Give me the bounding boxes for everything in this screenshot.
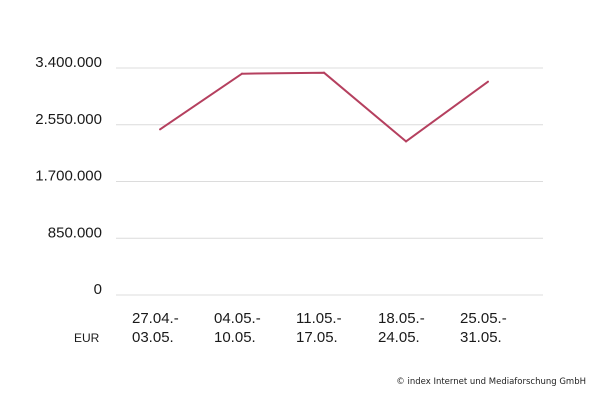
- y-axis-tick-labels: 0 850.000 1.700.000 2.550.000 3.400.000: [35, 54, 102, 298]
- y-tick-label: 2.550.000: [35, 111, 102, 128]
- y-tick-label: 1.700.000: [35, 168, 102, 185]
- x-tick-label: 25.05.-31.05.: [460, 310, 507, 346]
- copyright-credit: © index Internet und Mediaforschung GmbH: [396, 377, 586, 387]
- series-layer: [159, 71, 489, 143]
- x-tick-label: 18.05.-24.05.: [378, 310, 425, 346]
- gridlines: [116, 67, 543, 296]
- data-point: [487, 80, 489, 83]
- data-point: [405, 140, 407, 143]
- data-point: [323, 71, 325, 74]
- data-point: [241, 72, 243, 75]
- y-tick-label: 3.400.000: [35, 54, 102, 71]
- data-point: [159, 128, 161, 131]
- unit-label: EUR: [74, 331, 100, 345]
- x-tick-label: 27.04.-03.05.: [132, 310, 179, 346]
- x-tick-label: 04.05.-10.05.: [214, 310, 261, 346]
- x-tick-label: 11.05.-17.05.: [296, 310, 342, 346]
- y-tick-label: 0: [94, 281, 102, 298]
- y-tick-label: 850.000: [48, 224, 102, 241]
- x-axis-tick-labels: 27.04.-03.05. 04.05.-10.05. 11.05.-17.05. 1…: [132, 310, 507, 346]
- series-line: [159, 71, 489, 143]
